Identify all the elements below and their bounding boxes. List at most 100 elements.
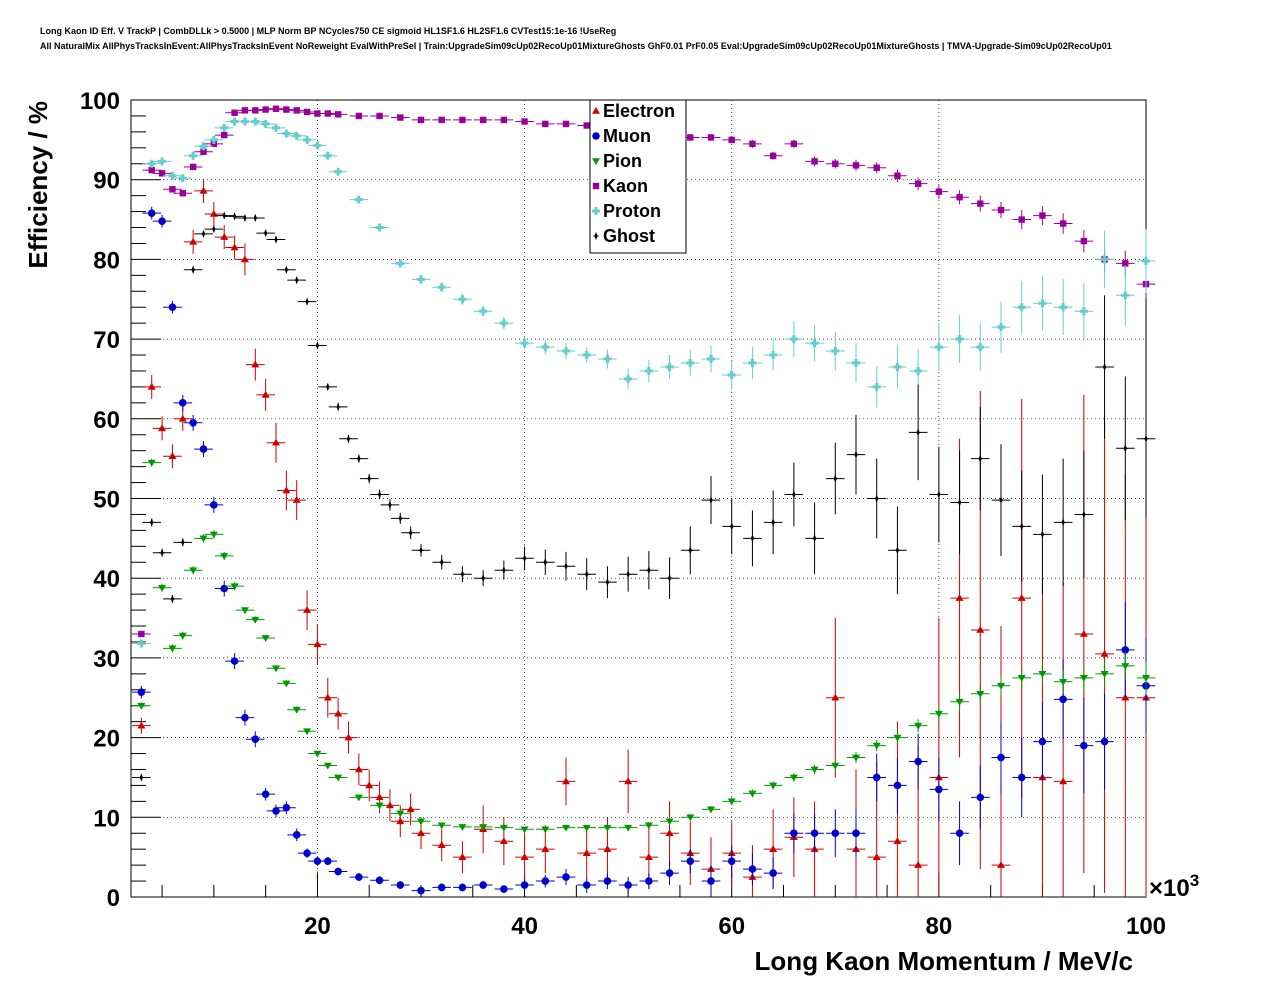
proton-point — [997, 323, 1005, 332]
muon-point — [147, 209, 156, 217]
legend-marker-ghost — [593, 231, 599, 241]
ghost-point — [418, 546, 424, 555]
ghost-point — [625, 570, 632, 579]
pion-point — [417, 818, 425, 826]
series-pion — [132, 458, 1156, 834]
x-tick-label: 100 — [1126, 913, 1166, 940]
pion-point — [955, 698, 964, 706]
muon-point — [458, 883, 467, 892]
kaon-point — [977, 200, 984, 207]
muon-point — [520, 881, 529, 889]
pion-point — [727, 798, 736, 806]
muon-point — [137, 688, 146, 696]
kaon-point — [189, 163, 197, 171]
x-tick-label: 20 — [304, 913, 331, 940]
electron-point — [189, 237, 198, 245]
pion-point — [1079, 675, 1088, 682]
muon-point — [241, 713, 249, 722]
proton-point — [1100, 255, 1109, 264]
pion-point — [831, 762, 840, 770]
y-tick-label: 100 — [80, 88, 120, 115]
electron-point — [168, 452, 177, 460]
electron-point — [220, 233, 229, 240]
ghost-point — [324, 382, 331, 391]
kaon-point — [169, 186, 176, 193]
ghost-point — [293, 276, 300, 285]
muon-point — [479, 881, 487, 889]
proton-point — [178, 174, 187, 183]
ghost-point — [998, 496, 1004, 505]
proton-point — [261, 119, 270, 128]
proton-point — [417, 275, 425, 284]
proton-point — [852, 359, 860, 368]
pion-point — [313, 750, 322, 758]
electron-point — [955, 594, 964, 601]
muon-point — [831, 829, 840, 838]
proton-point — [665, 362, 674, 371]
ghost-point — [1039, 530, 1046, 539]
pion-point — [872, 742, 881, 750]
kaon-point — [728, 136, 735, 144]
electron-point — [665, 829, 674, 837]
kaon-point — [790, 140, 798, 148]
pion-point — [209, 531, 218, 539]
pion-point — [562, 824, 570, 832]
kaon-point — [262, 106, 269, 113]
muon-point — [261, 790, 270, 798]
kaon-point — [355, 112, 363, 120]
electron-point — [872, 853, 881, 860]
ghost-point — [283, 265, 290, 274]
electron-point — [1059, 777, 1068, 785]
proton-point — [893, 362, 902, 371]
proton-point — [199, 142, 208, 151]
muon-point — [500, 885, 508, 893]
proton-point — [168, 171, 177, 180]
muon-point — [313, 857, 322, 865]
muon-point — [168, 303, 177, 312]
muon-point — [323, 857, 332, 865]
kaon-point — [583, 122, 590, 129]
proton-point — [562, 347, 570, 356]
proton-point — [955, 335, 964, 344]
proton-point — [934, 343, 943, 352]
legend: Electron Muon Pion Kaon Proton Ghost — [589, 99, 687, 254]
pion-point — [934, 710, 943, 718]
series-kaon — [132, 105, 1156, 638]
ghost-point — [386, 500, 393, 509]
pion-point — [997, 682, 1005, 690]
electron-point — [147, 382, 156, 390]
kaon-point — [334, 111, 342, 118]
pion-point — [479, 824, 488, 831]
ghost-point — [1060, 518, 1067, 527]
y-tick-label: 40 — [93, 566, 120, 593]
pion-point — [158, 584, 167, 592]
legend-label-electron: Electron — [603, 101, 675, 121]
muon-point — [1017, 773, 1026, 782]
electron-point — [261, 390, 270, 398]
proton-point — [624, 374, 633, 383]
ghost-point — [915, 428, 922, 437]
ghost-point — [500, 566, 507, 575]
kaon-point — [935, 188, 943, 195]
muon-point — [158, 217, 166, 225]
proton-point — [303, 135, 312, 144]
muon-point — [541, 877, 550, 885]
x-tick-label: 40 — [511, 913, 538, 940]
ghost-point — [1080, 510, 1087, 519]
ghost-point — [366, 474, 373, 483]
ghost-point — [210, 225, 217, 234]
electron-point — [282, 486, 291, 494]
kaon-point — [997, 206, 1005, 214]
muon-point — [292, 831, 301, 839]
ghost-point — [728, 522, 735, 531]
pion-point — [323, 762, 332, 770]
pion-point — [272, 665, 280, 673]
proton-point — [437, 283, 446, 292]
muon-point — [282, 803, 291, 812]
kaon-point — [200, 148, 207, 156]
legend-label-ghost: Ghost — [603, 226, 655, 246]
pion-point — [603, 824, 612, 832]
kaon-point — [542, 120, 549, 128]
proton-point — [582, 351, 591, 360]
ghost-point — [252, 213, 259, 223]
